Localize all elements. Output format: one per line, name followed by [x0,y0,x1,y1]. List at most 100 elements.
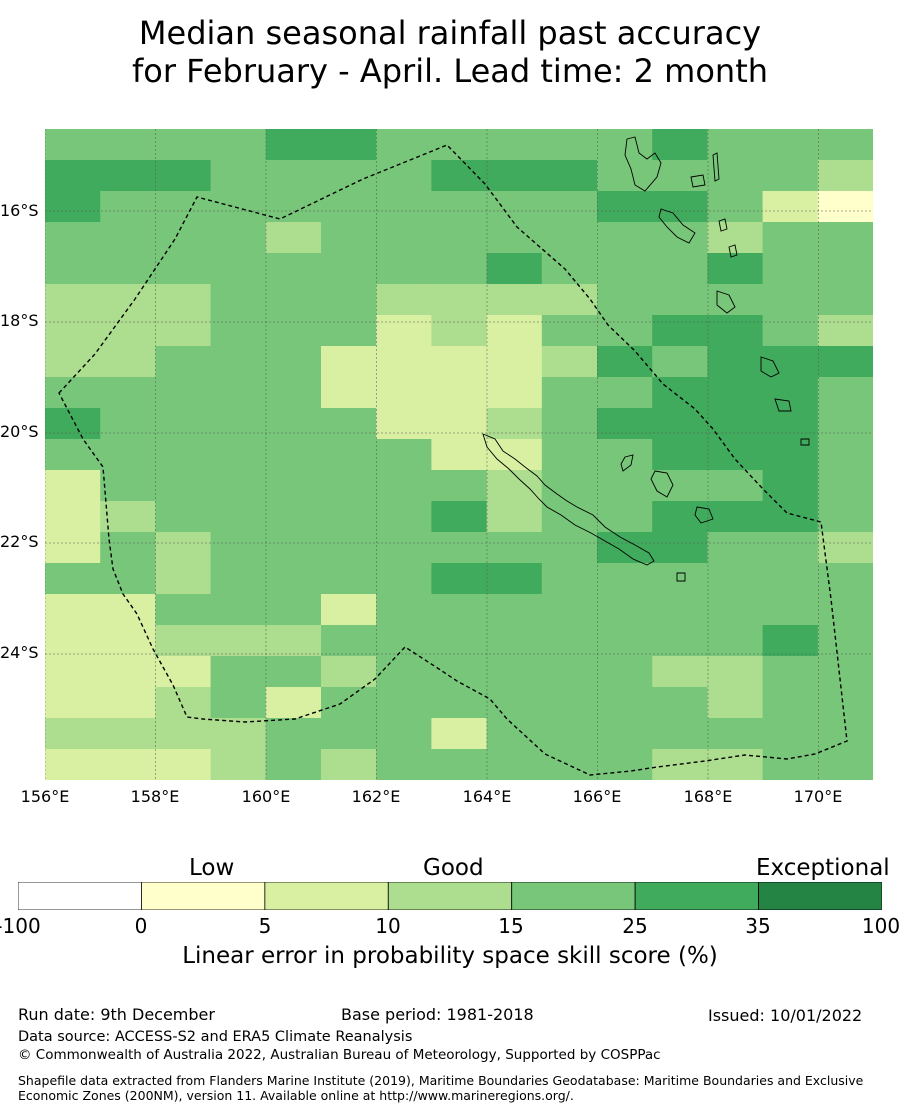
legend-category-low: Low [189,855,235,881]
colorbar-segment [387,882,513,910]
grid-cell [817,408,874,440]
grid-cell [100,718,156,750]
grid-cell [376,129,432,161]
grid-cell [376,346,432,378]
grid-cell [210,718,267,750]
grid-cell [100,749,156,781]
grid-cell [100,284,156,316]
colorbar-tick-5: 5 [258,914,272,938]
grid-cell [376,625,432,657]
title-line-2: for February - April. Lead time: 2 month [131,52,769,90]
grid-cell [45,625,101,657]
grid-cell [210,160,267,192]
skill-grid [45,129,874,781]
grid-cell [817,749,874,781]
grid-cell [486,160,543,192]
vanuatu-small-2 [712,152,720,182]
grid-cell [100,315,156,347]
grid-cell [597,253,653,285]
vanuatu-small-4 [728,244,738,258]
grid-cell [155,253,212,285]
grid-cell [155,222,212,254]
lon-label-158e: 158°E [130,787,180,806]
grid-cell [762,625,819,657]
grid-cell [486,687,543,719]
grid-cell [597,718,653,750]
grid-cell [155,284,212,316]
grid-cell [762,439,819,471]
grid-cell [45,470,101,502]
grid-cell [265,532,322,564]
vanuatu-malekula [658,208,696,244]
grid-cell [155,749,212,781]
lon-label-170e: 170°E [793,787,843,806]
grid-cell [321,222,377,254]
grid-cell [541,315,598,347]
grid-cell [45,749,101,781]
grid-cell [265,687,322,719]
grid-cell [597,749,653,781]
grid-cell [45,129,101,161]
grid-cell [45,377,101,409]
grid-cell [431,718,488,750]
grid-cell [265,284,322,316]
grid-cell [652,284,708,316]
grid-cell [707,315,764,347]
grid-cell [762,501,819,533]
grid-cell [321,656,377,688]
grid-cell [265,749,322,781]
vanuatu-espiritu-santo [624,136,662,192]
grid-cell [210,191,267,223]
grid-cell [817,315,874,347]
grid-cell [707,749,764,781]
grid-cell [541,656,598,688]
grid-cell [707,439,764,471]
grid-cell [321,718,377,750]
grid-cell [762,346,819,378]
grid-cell [210,563,267,595]
grid-cell [321,253,377,285]
grid-cell [541,191,598,223]
colorbar-segment [18,882,142,910]
grid-cell [817,346,874,378]
grid-cell [45,594,101,626]
grid-cell [597,284,653,316]
grid-cell [762,656,819,688]
grid-cell [486,439,543,471]
grid-cell [762,749,819,781]
grid-cell [541,594,598,626]
grid-cell [155,439,212,471]
grid-cell [265,594,322,626]
grid-cell [45,656,101,688]
new-caledonia-coast [482,433,655,566]
grid-cell [376,563,432,595]
grid-cell [817,439,874,471]
grid-cell [652,501,708,533]
grid-cell [431,129,488,161]
grid-cell [652,191,708,223]
grid-cell [431,408,488,440]
grid-cell [597,594,653,626]
grid-cell [817,532,874,564]
grid-cell [376,377,432,409]
grid-cell [321,625,377,657]
map-panel[interactable] [44,129,874,781]
grid-cell [100,253,156,285]
grid-cell [762,563,819,595]
grid-cell [431,160,488,192]
grid-cell [321,284,377,316]
grid-cell [597,687,653,719]
grid-cell [486,129,543,161]
colorbar-segment [634,882,759,910]
isle-of-pines [676,572,686,582]
grid-cell [321,439,377,471]
grid-cell [652,346,708,378]
grid-cell [376,594,432,626]
grid-cell [155,191,212,223]
grid-cell [431,284,488,316]
grid-cell [100,501,156,533]
issued-date: Issued: 10/01/2022 [708,1006,863,1025]
grid-cell [762,718,819,750]
colorbar-segment [141,882,266,910]
grid-cell [541,284,598,316]
